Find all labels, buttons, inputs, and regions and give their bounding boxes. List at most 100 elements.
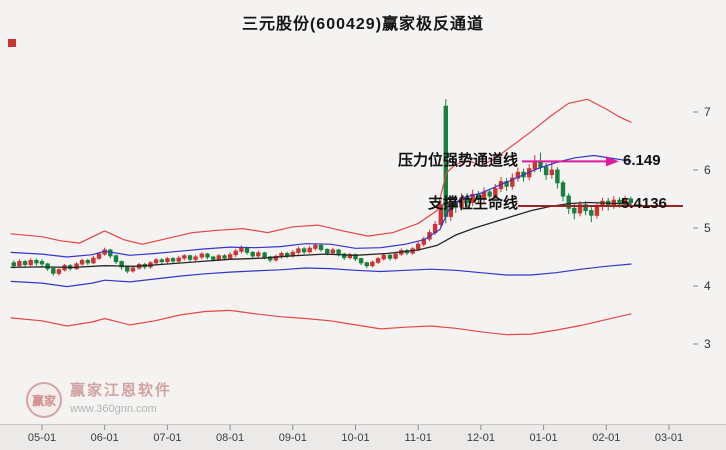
y-axis-label: 6: [704, 163, 711, 177]
candle-body: [193, 256, 198, 260]
candle-body: [79, 260, 85, 265]
candle-body: [113, 255, 119, 263]
candle-body: [205, 253, 210, 258]
candle-body: [216, 255, 222, 260]
y-axis-label: 5: [704, 221, 711, 235]
y-axis-label: 3: [704, 337, 711, 351]
x-axis-label: 02-01: [592, 432, 620, 444]
candle-body: [285, 253, 290, 257]
candle-body: [493, 188, 498, 197]
candle-body: [325, 249, 330, 254]
x-axis-strip: [0, 424, 726, 450]
candle-body: [342, 253, 347, 259]
pressure-arrow-head-icon: [606, 156, 619, 167]
candle-body: [39, 261, 45, 265]
candle-body: [22, 261, 28, 266]
candle-body: [187, 255, 193, 260]
x-axis-label: 03-01: [655, 432, 683, 444]
candle-body: [182, 255, 187, 259]
channel-line-upper_blue: [10, 154, 632, 258]
x-axis-label: 06-01: [91, 432, 119, 444]
candle-body: [583, 204, 588, 212]
x-axis-label: 11-01: [405, 432, 432, 444]
candle-body: [555, 169, 560, 184]
y-axis-label: 4: [704, 279, 711, 293]
brand-logo-icon: 赢家: [26, 382, 62, 418]
candle-body: [313, 244, 318, 249]
watermark-brand: 赢家江恩软件: [70, 382, 173, 399]
candle-body: [370, 261, 375, 267]
candle-body: [130, 267, 136, 272]
candle-body: [307, 247, 312, 253]
candle-body: [51, 268, 56, 274]
candle-body: [532, 161, 537, 170]
x-axis-label: 01-01: [530, 432, 558, 444]
x-axis-label: 05-01: [28, 432, 56, 444]
candle-body: [358, 258, 364, 264]
candle-body: [96, 253, 102, 259]
channel-line-lower_blue: [10, 263, 632, 288]
channel-line-median: [10, 201, 632, 269]
x-axis-label: 08-01: [216, 432, 244, 444]
candle-body: [250, 251, 255, 257]
candle-body: [560, 182, 566, 197]
pressure-value-label: 6.149: [623, 152, 661, 169]
x-axis-label: 07-01: [153, 432, 181, 444]
candle-body: [34, 260, 39, 264]
candle-body: [227, 254, 233, 259]
candle-body: [438, 204, 444, 226]
candle-body: [549, 169, 554, 176]
candle-body: [594, 205, 600, 216]
y-axis-label: 7: [704, 105, 711, 119]
candle-body: [577, 204, 583, 214]
candle-body: [318, 244, 324, 250]
candle-body: [199, 253, 205, 258]
candle-body: [91, 257, 96, 264]
candle-body: [628, 198, 633, 203]
candle-body: [381, 254, 386, 260]
candle-body: [119, 261, 124, 268]
candle-body: [330, 249, 336, 254]
candle-body: [296, 248, 301, 253]
candle-body: [125, 266, 130, 272]
candle-body: [416, 243, 421, 250]
support-value-label: 5.4136: [621, 195, 667, 212]
candle-body: [222, 255, 227, 259]
candle-body: [211, 256, 216, 260]
candle-body: [153, 259, 159, 264]
channel-line-upper_red: [10, 98, 632, 245]
candle-body: [273, 255, 279, 261]
candle-body: [470, 193, 475, 203]
chart-title: 三元股份(600429)赢家极反通道: [241, 16, 485, 33]
candle-body: [56, 269, 62, 274]
support-annotation-label: 支撑位生命线: [428, 195, 519, 212]
x-axis-label: 10-01: [341, 432, 369, 444]
corner-marker-icon: [8, 39, 16, 47]
candle-body: [515, 171, 521, 179]
candle-body: [170, 258, 176, 262]
candle-body: [17, 261, 22, 267]
candle-body: [28, 260, 33, 266]
watermark-text: 赢家江恩软件 www.360gnn.com: [70, 382, 172, 416]
pressure-annotation-label: 压力位强势通道线: [398, 152, 519, 169]
candle-body: [589, 210, 594, 216]
candlestick-series: [11, 99, 633, 276]
brand-logo-text: 赢家: [31, 393, 56, 408]
candle-body: [233, 250, 238, 256]
candle-body: [393, 253, 398, 259]
x-axis-label: 12-01: [467, 432, 495, 444]
candle-body: [510, 177, 515, 187]
candle-body: [387, 254, 393, 259]
candle-body: [421, 238, 427, 245]
candle-body: [336, 249, 341, 255]
candle-body: [464, 197, 470, 203]
candle-body: [364, 262, 370, 267]
candle-body: [543, 166, 549, 176]
candle-body: [176, 257, 181, 262]
watermark-url: www.360gnn.com: [70, 403, 157, 415]
candle-body: [538, 161, 543, 168]
candle-body: [74, 263, 79, 270]
candle-body: [11, 262, 17, 267]
